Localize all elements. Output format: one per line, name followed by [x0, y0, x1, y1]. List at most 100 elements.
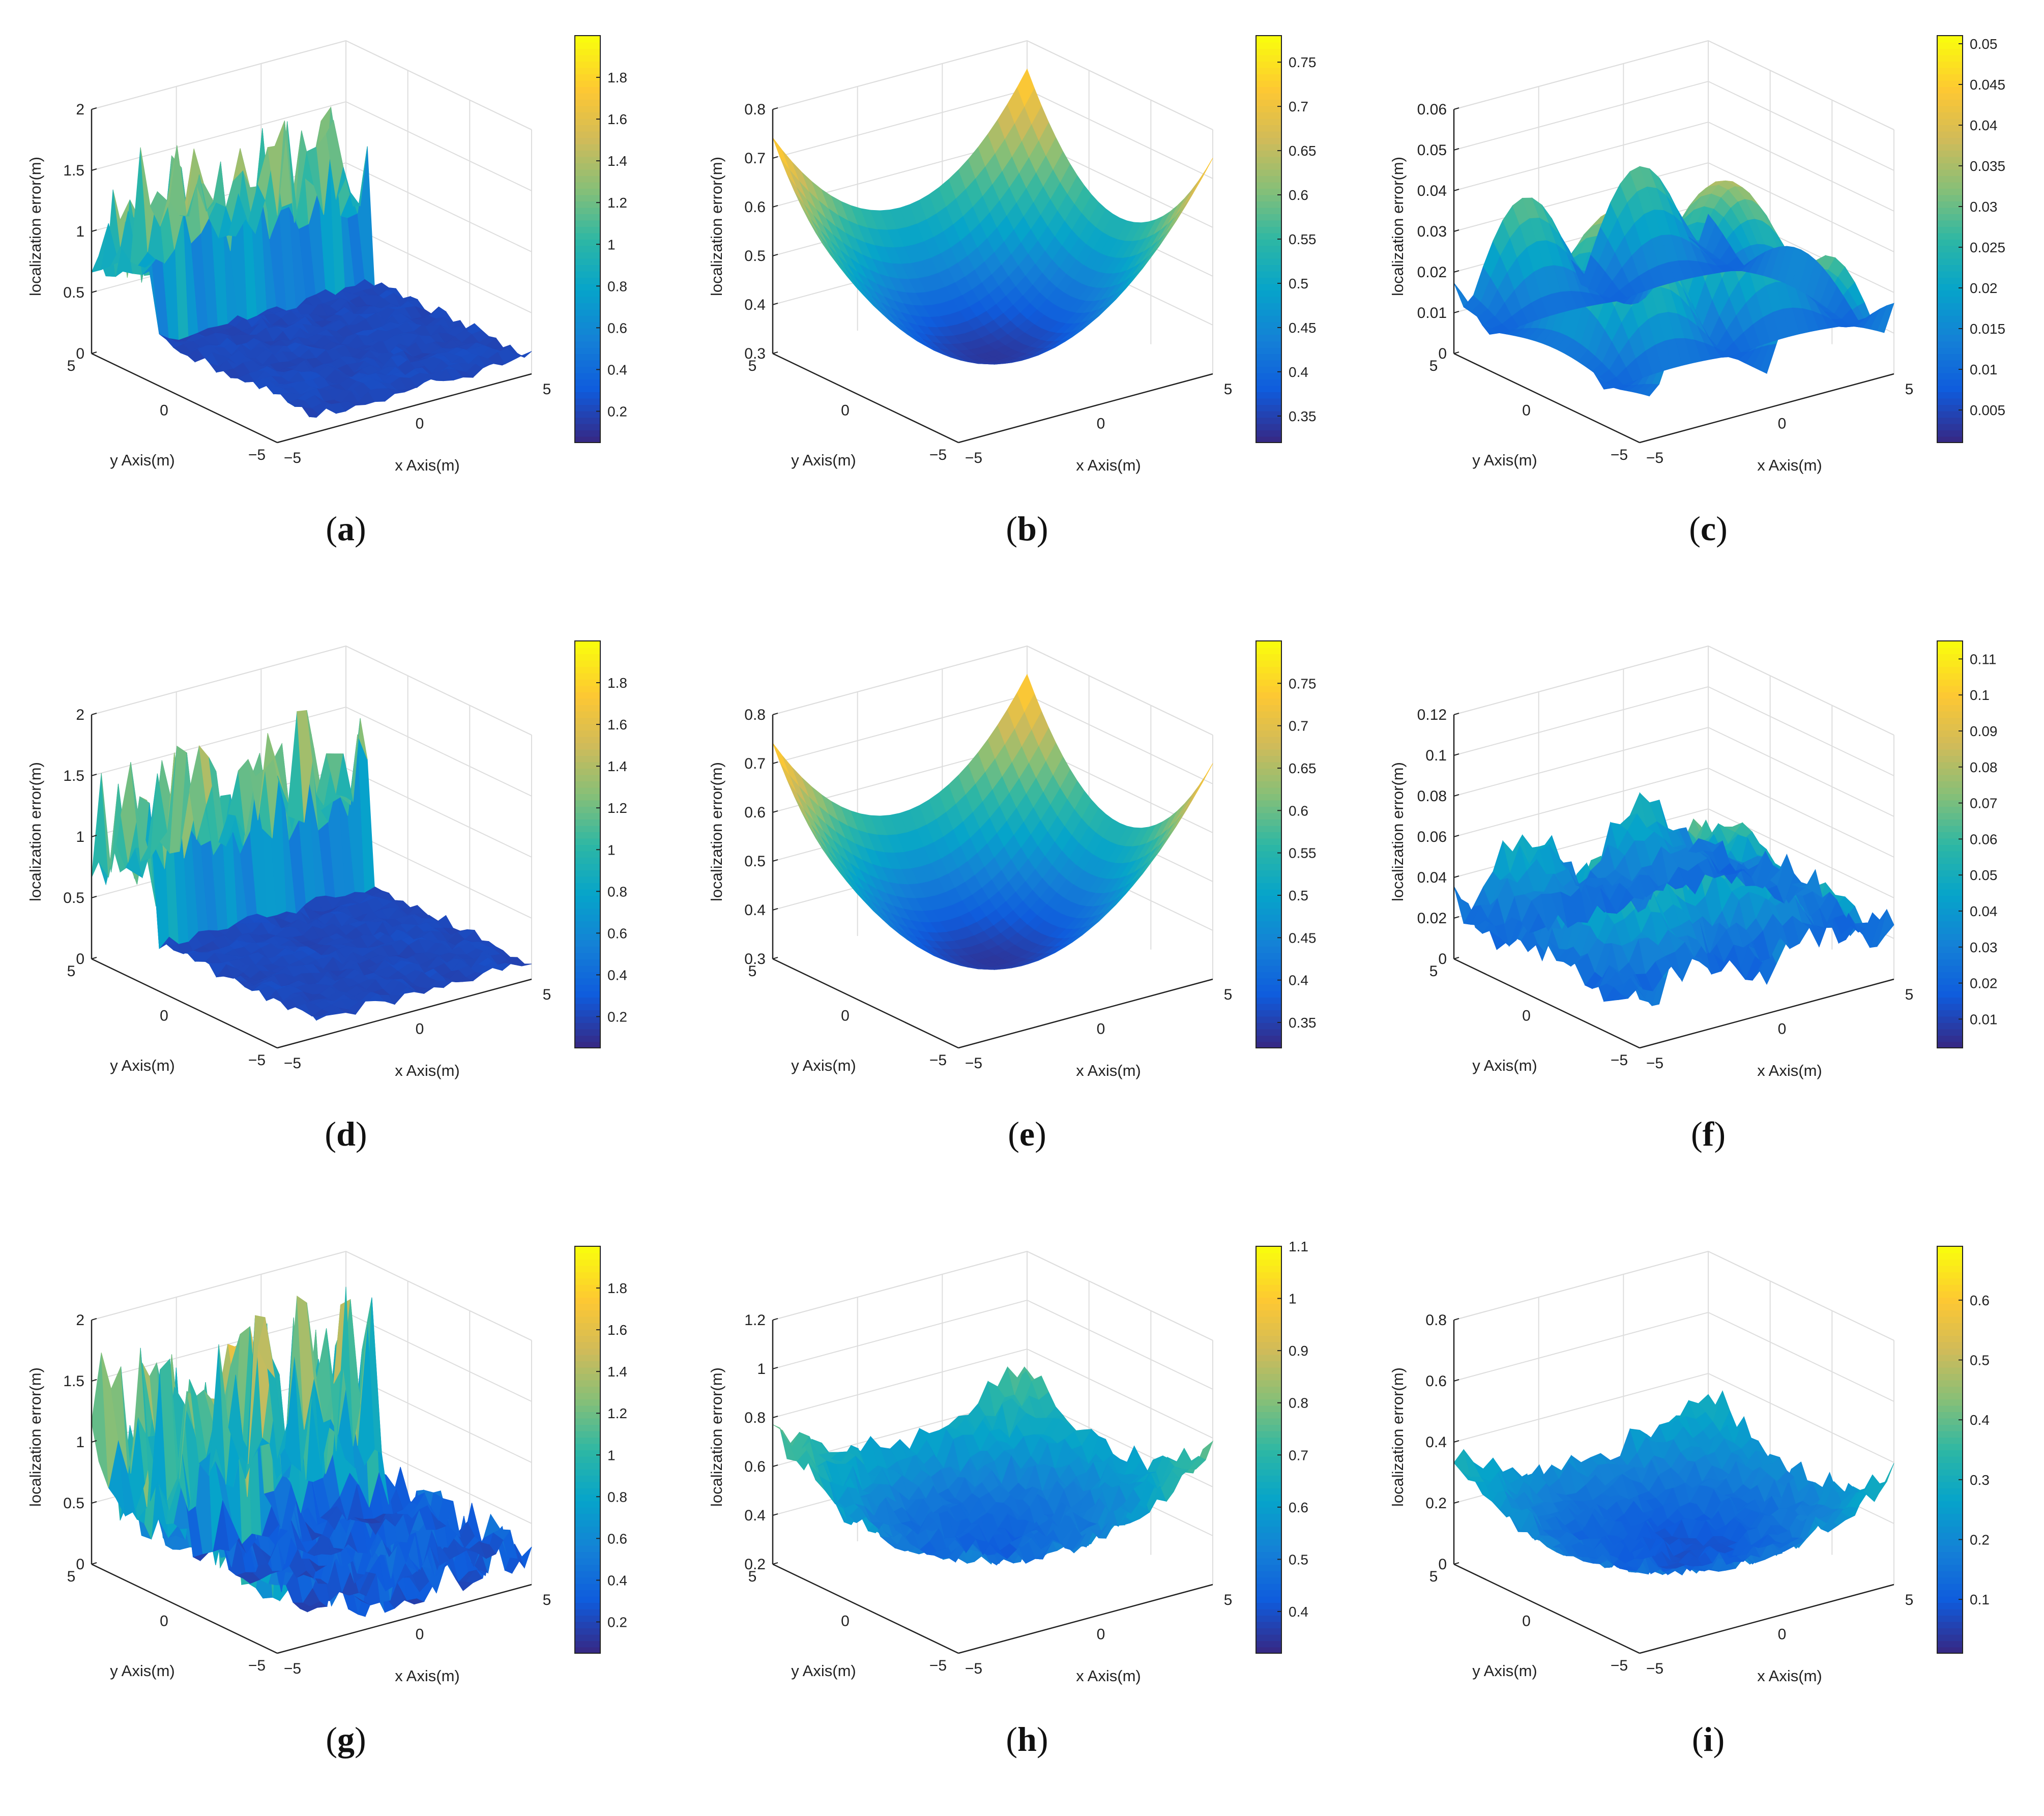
colorbar-segment	[1937, 277, 1963, 284]
colorbar-segment	[1937, 876, 1963, 884]
x-tick-label: 5	[543, 381, 551, 398]
colorbar-segment	[575, 290, 600, 297]
colorbar-segment	[575, 1035, 600, 1042]
colorbar-segment	[575, 857, 600, 864]
colorbar-segment	[575, 755, 600, 763]
colorbar-segment	[1937, 781, 1963, 788]
colorbar-tick-label: 0.02	[1970, 976, 1998, 991]
colorbar-segment	[1256, 424, 1281, 431]
colorbar-segment	[575, 360, 600, 367]
z-tick-label: 2	[76, 101, 84, 118]
colorbar-segment	[1256, 125, 1281, 132]
colorbar-tick-label: 0.03	[1970, 199, 1998, 215]
surface-patch	[773, 743, 790, 775]
colorbar-tick-label: 0.07	[1970, 796, 1998, 811]
colorbar-segment	[575, 889, 600, 896]
colorbar-segment	[1256, 895, 1281, 902]
colorbar-segment	[1937, 347, 1963, 355]
colorbar-segment	[1937, 755, 1963, 763]
grid-line	[1454, 81, 1894, 170]
grid-line	[92, 1251, 532, 1340]
x-tick-label: −5	[284, 1055, 301, 1072]
colorbar-tick-label: 1.4	[607, 758, 627, 774]
colorbar-segment	[1937, 99, 1963, 106]
colorbar-tick-label: 0.5	[1289, 276, 1308, 291]
colorbar-segment	[1937, 819, 1963, 826]
caption-b: (b)	[976, 509, 1078, 549]
colorbar-segment	[1256, 1016, 1281, 1023]
colorbar-segment	[1256, 74, 1281, 81]
colorbar-tick-label: 0.75	[1289, 54, 1317, 70]
colorbar-tick-label: 0.02	[1970, 280, 1998, 296]
colorbar-segment	[575, 252, 600, 259]
colorbar-segment	[1937, 436, 1963, 444]
colorbar-segment	[1937, 679, 1963, 686]
colorbar-segment	[575, 36, 600, 43]
colorbar-tick-label: 1.6	[607, 717, 627, 733]
colorbar-segment	[575, 1029, 600, 1036]
colorbar-segment	[1937, 360, 1963, 367]
z-tick	[1454, 352, 1459, 354]
colorbar-segment	[1256, 404, 1281, 412]
grid-line	[773, 41, 1213, 130]
colorbar-segment	[1256, 226, 1281, 233]
z-tick-label: 0.02	[1417, 910, 1447, 927]
colorbar-segment	[1937, 864, 1963, 871]
z-tick	[773, 957, 778, 959]
colorbar-tick-label: 0.55	[1289, 231, 1317, 247]
colorbar-segment	[1256, 1004, 1281, 1011]
colorbar-segment	[1256, 940, 1281, 947]
colorbar-segment	[575, 1042, 600, 1049]
z-tick-label: 0.01	[1417, 305, 1447, 321]
grid-line	[1454, 122, 1894, 211]
colorbar-segment	[1937, 125, 1963, 132]
colorbar-tick-label: 0.01	[1970, 362, 1998, 377]
colorbar-segment	[1256, 163, 1281, 170]
caption-letter: d	[336, 1115, 356, 1153]
grid-line	[1454, 41, 1894, 130]
colorbar-segment	[1256, 730, 1281, 737]
colorbar-segment	[575, 373, 600, 380]
z-tick	[92, 957, 97, 959]
x-tick-label: −5	[965, 1055, 982, 1072]
y-tick-label: −5	[929, 447, 947, 463]
y-axis-label: y Axis(m)	[110, 1057, 174, 1074]
z-tick-label: 1.5	[63, 768, 84, 784]
colorbar-tick-label: 0.6	[607, 925, 627, 941]
colorbar-segment	[575, 698, 600, 706]
colorbar-segment	[1937, 1022, 1963, 1030]
colorbar-segment	[1937, 55, 1963, 62]
colorbar-tick-label: 0.05	[1970, 867, 1998, 883]
z-tick-label: 0.8	[744, 101, 766, 118]
colorbar-segment	[575, 1010, 600, 1017]
z-tick-label: 0.5	[63, 890, 84, 906]
colorbar-segment	[1256, 220, 1281, 227]
colorbar-segment	[1937, 1004, 1963, 1011]
colorbar-segment	[1937, 857, 1963, 864]
colorbar-segment	[1937, 768, 1963, 775]
colorbar-segment	[1937, 36, 1963, 43]
colorbar-segment	[1937, 889, 1963, 896]
z-axis-label: localization error(m)	[1389, 762, 1407, 901]
colorbar-tick-label: 0.6	[1289, 187, 1308, 203]
z-axis-label: localization error(m)	[1389, 157, 1407, 296]
y-tick-label: −5	[248, 1052, 266, 1069]
colorbar-segment	[575, 768, 600, 775]
colorbar-segment	[1937, 119, 1963, 126]
colorbar-segment	[575, 233, 600, 240]
colorbar-segment	[1256, 781, 1281, 788]
colorbar-tick-label: 0.6	[1289, 803, 1308, 818]
colorbar-segment	[1256, 1042, 1281, 1049]
colorbar-segment	[1256, 347, 1281, 355]
y-axis-label: y Axis(m)	[791, 1057, 856, 1074]
z-axis-label: localization error(m)	[26, 762, 44, 901]
colorbar-segment	[1937, 417, 1963, 424]
caption-d: (d)	[295, 1114, 397, 1154]
x-axis-line	[958, 979, 1213, 1048]
z-tick-label: 0	[76, 345, 84, 362]
colorbar-segment	[575, 984, 600, 991]
colorbar-segment	[575, 711, 600, 718]
colorbar-segment	[1256, 315, 1281, 323]
z-tick-label: 0.08	[1417, 788, 1447, 805]
colorbar-segment	[1256, 379, 1281, 386]
